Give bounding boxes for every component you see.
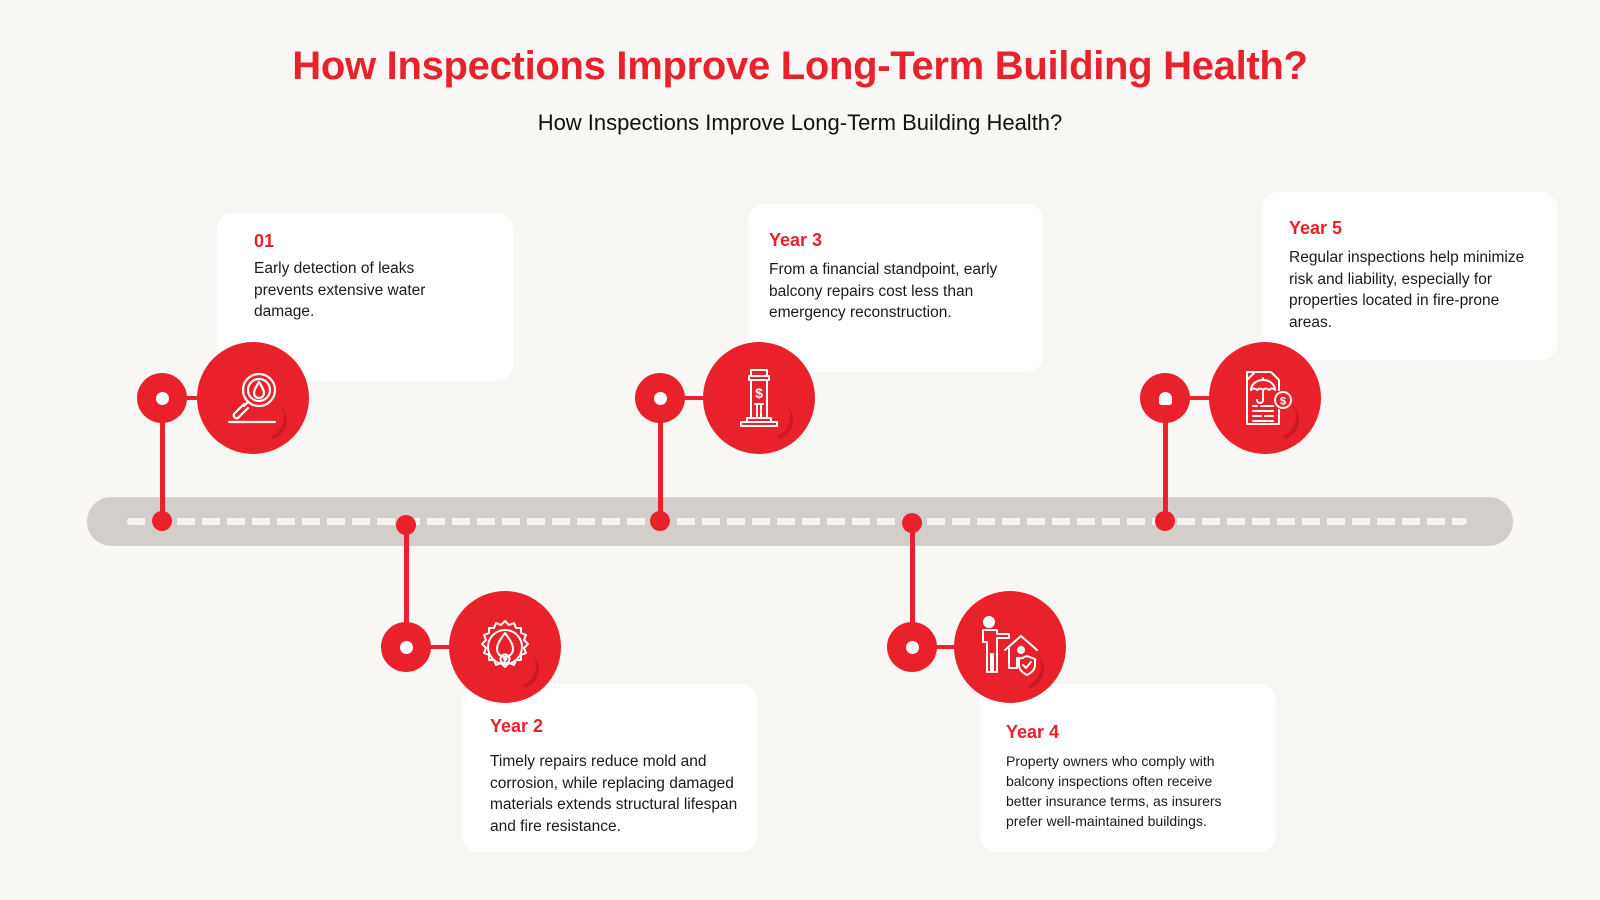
connector-2 [430, 645, 452, 649]
timeline-dot-3 [650, 511, 670, 531]
milestone-node-1[interactable] [137, 373, 187, 423]
insurance-document-umbrella-icon: $ [1246, 371, 1292, 425]
timeline-dot-4 [902, 513, 922, 533]
milestone-icon-bubble-1 [197, 342, 309, 454]
milestone-label: Year 5 [1289, 218, 1343, 238]
gear-flame-icon [481, 620, 529, 668]
svg-text:$: $ [1280, 396, 1286, 408]
milestone-node-5[interactable] [1140, 373, 1190, 423]
connector-1 [186, 396, 202, 400]
milestone-label: Year 2 [490, 716, 544, 736]
milestone-text: Regular inspections help minimize risk a… [1289, 249, 1525, 331]
milestone-text: Timely repairs reduce mold and corrosion… [490, 753, 738, 835]
page-subtitle: How Inspections Improve Long-Term Buildi… [537, 110, 1063, 135]
timeline-dot-2 [396, 515, 416, 535]
page-title: How Inspections Improve Long-Term Buildi… [292, 44, 1308, 88]
milestone-text: Property owners who comply with balcony … [1006, 753, 1222, 829]
connector-5 [1189, 396, 1211, 400]
milestone-label: Year 3 [769, 230, 823, 250]
svg-text:$: $ [755, 385, 763, 401]
milestone-node-4[interactable] [887, 622, 937, 672]
milestone-stem-1 [159, 398, 165, 520]
timeline-dot-5 [1155, 511, 1175, 531]
milestone-text: From a financial standpoint, early balco… [769, 261, 998, 321]
milestone-card-4: Year 4 Property owners who comply with b… [980, 684, 1276, 852]
milestone-stem-4 [909, 523, 915, 647]
milestone-stem-5 [1162, 398, 1168, 520]
milestone-label: 01 [254, 231, 275, 251]
milestone-icon-bubble-3: $ [703, 342, 815, 454]
milestone-label: Year 4 [1006, 722, 1060, 742]
connector-4 [936, 645, 958, 649]
milestone-card-3: Year 3 From a financial standpoint, earl… [748, 204, 1043, 372]
connector-3 [684, 396, 706, 400]
milestone-stem-2 [403, 525, 409, 647]
milestone-icon-bubble-2 [449, 591, 561, 703]
building-dollar-icon: $ [740, 369, 778, 427]
milestone-card-5: Year 5 Regular inspections help minimize… [1262, 192, 1557, 360]
water-leak-magnifier-icon [227, 372, 277, 424]
timeline-dot-1 [152, 511, 172, 531]
milestone-card-2: Year 2 Timely repairs reduce mold and co… [462, 684, 757, 852]
milestone-stem-3 [657, 398, 663, 520]
timeline-dashed-line [127, 518, 1467, 525]
milestone-text: Early detection of leaks prevents extens… [254, 260, 426, 320]
person-house-shield-icon [982, 616, 1038, 676]
milestone-icon-bubble-5: $ [1209, 342, 1321, 454]
milestone-node-2[interactable] [381, 622, 431, 672]
milestone-node-3[interactable] [635, 373, 685, 423]
milestone-icon-bubble-4 [954, 591, 1066, 703]
